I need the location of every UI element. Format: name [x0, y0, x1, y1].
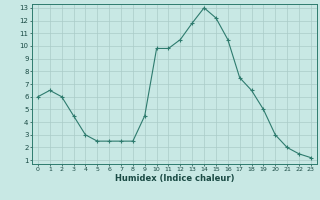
X-axis label: Humidex (Indice chaleur): Humidex (Indice chaleur): [115, 174, 234, 183]
